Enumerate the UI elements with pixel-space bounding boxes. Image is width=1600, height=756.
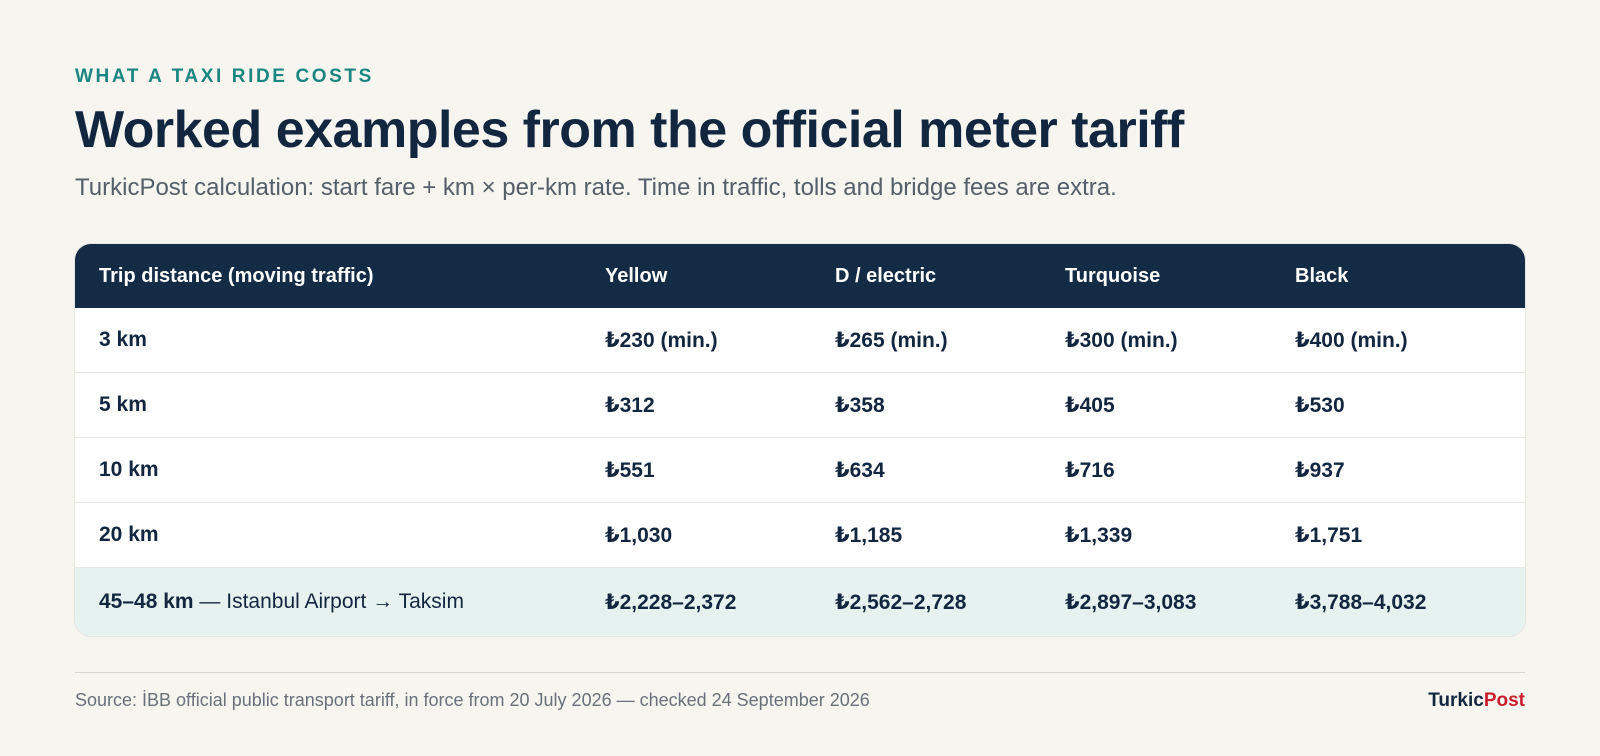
table-row-highlight-airport: 45–48 km — Istanbul Airport → Taksim ₺2,… [75, 568, 1525, 636]
fare-table: Trip distance (moving traffic) Yellow D … [75, 244, 1525, 636]
column-header-yellow: Yellow [605, 264, 668, 287]
turquoise-fare-cell: ₺300 (min.) [1065, 328, 1178, 352]
column-header-turquoise: Turquoise [1065, 264, 1161, 287]
column-header-black: Black [1295, 264, 1349, 287]
distance-cell: 5 km [99, 393, 147, 416]
yellow-fare-cell: ₺230 (min.) [605, 328, 718, 352]
brand-name-part2: Post [1483, 690, 1525, 711]
table-row: 3 km ₺230 (min.) ₺265 (min.) ₺300 (min.)… [75, 308, 1525, 373]
kicker-label: WHAT A TAXI RIDE COSTS [75, 66, 374, 87]
black-fare-cell: ₺400 (min.) [1295, 328, 1408, 352]
d-electric-fare-cell: ₺634 [835, 458, 885, 482]
footer-divider [75, 672, 1525, 673]
yellow-fare-cell: ₺551 [605, 458, 655, 482]
black-fare-cell: ₺1,751 [1295, 523, 1363, 547]
column-header-distance: Trip distance (moving traffic) [99, 264, 374, 287]
table-header-row: Trip distance (moving traffic) Yellow D … [75, 244, 1525, 308]
route-description: — Istanbul Airport → Taksim [193, 590, 464, 613]
black-fare-cell: ₺937 [1295, 458, 1345, 482]
distance-value: 45–48 km [99, 590, 194, 613]
table-row: 10 km ₺551 ₺634 ₺716 ₺937 [75, 438, 1525, 503]
yellow-fare-cell: ₺1,030 [605, 523, 673, 547]
table-row: 5 km ₺312 ₺358 ₺405 ₺530 [75, 373, 1525, 438]
table-row: 20 km ₺1,030 ₺1,185 ₺1,339 ₺1,751 [75, 503, 1525, 568]
d-electric-fare-cell: ₺265 (min.) [835, 328, 948, 352]
d-electric-fare-cell: ₺1,185 [835, 523, 903, 547]
column-header-d-electric: D / electric [835, 264, 937, 287]
black-fare-cell: ₺3,788–4,032 [1295, 590, 1427, 614]
yellow-fare-cell: ₺312 [605, 393, 655, 417]
turquoise-fare-cell: ₺1,339 [1065, 523, 1133, 547]
page-title: Worked examples from the official meter … [75, 101, 1184, 159]
brand-logo[interactable]: TurkicPost [1428, 690, 1525, 712]
distance-cell: 10 km [99, 458, 159, 481]
black-fare-cell: ₺530 [1295, 393, 1345, 417]
source-note: Source: İBB official public transport ta… [75, 690, 870, 710]
distance-cell: 20 km [99, 523, 159, 546]
turquoise-fare-cell: ₺716 [1065, 458, 1115, 482]
distance-cell: 3 km [99, 328, 147, 351]
brand-name-part1: Turkic [1428, 690, 1484, 711]
d-electric-fare-cell: ₺358 [835, 393, 885, 417]
turquoise-fare-cell: ₺2,897–3,083 [1065, 590, 1197, 614]
subtitle: TurkicPost calculation: start fare + km … [75, 174, 1117, 201]
yellow-fare-cell: ₺2,228–2,372 [605, 590, 737, 614]
turquoise-fare-cell: ₺405 [1065, 393, 1115, 417]
distance-cell: 45–48 km — Istanbul Airport → Taksim [75, 590, 605, 614]
d-electric-fare-cell: ₺2,562–2,728 [835, 590, 967, 614]
